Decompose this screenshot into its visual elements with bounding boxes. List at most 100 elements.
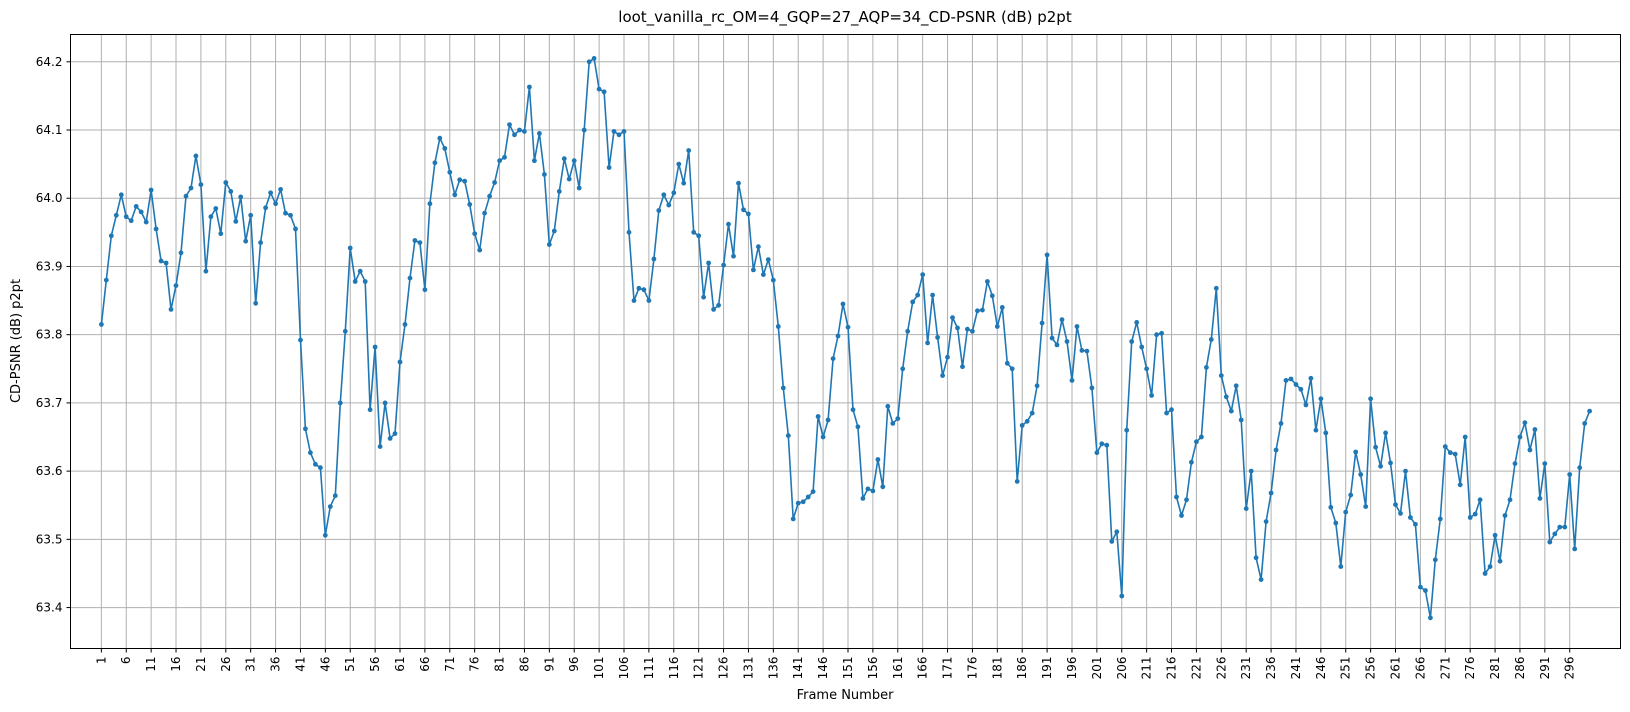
x-tick-label: 291 [1538,657,1552,680]
data-point [218,231,224,237]
data-point [1562,524,1568,530]
data-point [208,214,214,220]
data-point [113,212,119,218]
x-tick-label: 101 [592,657,606,680]
data-point [1004,360,1010,366]
data-point [158,258,164,264]
data-point [696,233,702,239]
x-tick-label: 236 [1264,657,1278,680]
data-point [661,192,667,198]
x-tick-label: 146 [816,657,830,680]
x-tick-label: 1 [94,657,108,665]
data-point [273,201,278,207]
x-tick-label: 76 [468,657,482,672]
x-tick-label: 11 [144,657,158,672]
x-tick-label: 186 [1015,657,1029,680]
data-point [1119,593,1125,599]
data-point [1452,451,1458,457]
data-point [108,233,114,239]
data-point [377,444,383,449]
x-tick-label: 286 [1513,657,1527,680]
data-point [1437,516,1443,522]
data-point [1149,393,1154,398]
data-point [492,180,497,185]
data-point [118,192,124,198]
data-point [1567,472,1573,477]
data-point [99,322,104,327]
data-point [283,210,288,216]
x-tick-label: 71 [443,657,457,672]
y-tick-label: 63.4 [36,601,63,615]
data-point [865,486,871,492]
data-point [1447,450,1453,456]
data-point [123,214,129,220]
data-point [855,424,861,430]
data-point [372,344,378,350]
data-point [1557,524,1563,530]
data-point [1552,531,1558,537]
data-point [994,324,1000,329]
data-point [352,279,358,284]
data-point [268,190,273,196]
data-point [1213,285,1219,291]
data-point [178,250,184,256]
data-point [1547,539,1553,545]
data-point [537,131,542,136]
data-point [1408,515,1413,520]
x-tick-label: 56 [368,657,382,672]
x-tick-label: 256 [1364,657,1378,680]
data-point [482,210,487,216]
data-point [1228,408,1234,414]
data-point [347,245,353,251]
x-axis: 1 6 11 16 21 26 31 36 41 46 51 56 61 66 71 76 81 86 91 96 10… [94,648,1577,680]
data-point [1084,348,1090,354]
data-point [1338,564,1344,569]
data-point [1104,442,1110,448]
data-point [1512,461,1518,466]
x-tick-label: 261 [1389,657,1403,680]
x-tick-label: 21 [194,657,208,672]
data-point [502,154,507,160]
data-point [571,158,577,164]
data-point [641,287,647,293]
data-point [163,260,169,266]
x-axis-label: Frame Number [797,688,895,703]
data-point [1029,410,1035,416]
data-point [447,169,453,175]
data-point [576,185,582,191]
y-axis-label: CD-PSNR (dB) p2pt [9,279,24,403]
data-point [387,436,393,441]
data-point [1467,515,1473,520]
data-point [367,407,373,413]
data-point [1333,520,1339,526]
data-point [1348,492,1354,498]
data-point [318,465,323,471]
data-point [621,129,627,134]
data-point [1368,396,1373,402]
data-point [1537,496,1543,501]
data-point [746,211,751,217]
x-tick-label: 36 [269,657,283,672]
y-tick-label: 63.9 [36,259,63,273]
y-tick-label: 64.2 [36,55,63,69]
data-point [427,201,433,207]
y-tick-label: 63.7 [36,396,63,410]
data-point [1019,423,1025,428]
x-tick-label: 26 [219,657,233,672]
x-tick-label: 221 [1189,657,1203,680]
x-tick-label: 216 [1165,657,1179,680]
data-point [213,206,219,211]
data-point [1009,366,1015,372]
data-point [800,499,806,505]
data-point [1432,557,1438,563]
data-point [795,500,801,506]
data-point [646,298,652,303]
data-point [1263,519,1269,524]
data-point [741,207,746,213]
x-tick-label: 121 [692,657,706,680]
data-point [1283,378,1289,383]
data-point [412,238,418,243]
data-point [1054,342,1060,348]
